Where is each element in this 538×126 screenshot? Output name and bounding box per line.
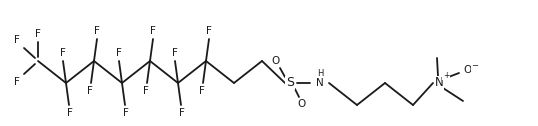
Text: F: F (143, 86, 149, 96)
Text: F: F (116, 48, 122, 58)
Text: O: O (463, 65, 471, 75)
Text: F: F (150, 26, 156, 36)
Text: F: F (179, 108, 185, 118)
Text: F: F (94, 26, 100, 36)
Text: F: F (199, 86, 205, 96)
Text: N: N (316, 78, 324, 88)
Text: F: F (172, 48, 178, 58)
Text: N: N (435, 76, 443, 89)
Text: F: F (35, 29, 41, 39)
Text: F: F (14, 35, 20, 45)
Text: O: O (298, 99, 306, 109)
Text: F: F (67, 108, 73, 118)
Text: F: F (14, 77, 20, 87)
Text: −: − (471, 61, 478, 71)
Text: F: F (87, 86, 93, 96)
Text: F: F (60, 48, 66, 58)
Text: +: + (443, 71, 449, 80)
Text: H: H (317, 70, 323, 78)
Text: F: F (206, 26, 212, 36)
Text: F: F (123, 108, 129, 118)
Text: O: O (272, 56, 280, 66)
Text: S: S (286, 76, 294, 89)
